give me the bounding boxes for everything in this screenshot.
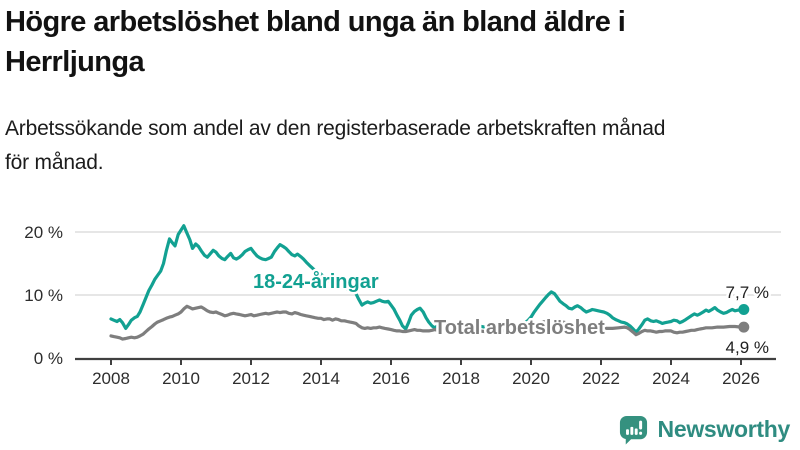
line-series-0	[109, 224, 746, 334]
x-tick-label-2010: 2010	[162, 369, 200, 388]
end-dot-series-1	[738, 321, 750, 333]
x-tick-label-2014: 2014	[302, 369, 340, 388]
end-value-label-total: 4,9 %	[726, 338, 769, 357]
chart-subtitle-line1: Arbetssökande som andel av den registerb…	[5, 117, 666, 140]
series-label-youth: 18-24-åringar	[253, 270, 379, 293]
bar-small	[625, 429, 629, 435]
chart-subtitle-line2: för månad.	[5, 151, 104, 174]
y-tick-label-10: 10 %	[24, 286, 63, 305]
bar-medium	[634, 428, 638, 435]
exclamation-dot	[638, 431, 642, 435]
newsworthy-logo[interactable]: Newsworthy	[618, 414, 790, 445]
x-tick-label-2022: 2022	[582, 369, 620, 388]
chart-subtitle: Arbetssökande som andel av den registerb…	[5, 112, 785, 180]
speech-bubble-shape	[619, 415, 647, 445]
page-title-line1: Högre arbetslöshet bland unga än bland ä…	[5, 6, 626, 38]
series-label-total: Total arbetslöshet	[434, 317, 605, 339]
x-tick-label-2018: 2018	[442, 369, 480, 388]
y-tick-label-20: 20 %	[24, 223, 63, 242]
plot-area: 2008 2010 2012 2014 2016 2018 2020 2022 2024 2026…	[24, 223, 781, 388]
newsworthy-logo-icon	[619, 415, 647, 445]
x-tick-label-2026: 2026	[722, 369, 760, 388]
page-title: Högre arbetslöshet bland unga än bland ä…	[5, 2, 750, 82]
x-tick-label-2008: 2008	[92, 369, 130, 388]
y-tick-label-0: 0 %	[34, 349, 63, 368]
bar-tall	[629, 426, 633, 435]
end-dot-series-0	[738, 303, 750, 315]
x-tick-label-2024: 2024	[652, 369, 690, 388]
end-value-label-youth: 7,7 %	[726, 283, 769, 302]
x-tick-label-2020: 2020	[512, 369, 550, 388]
line-series-1	[109, 304, 746, 341]
x-tick-label-2012: 2012	[232, 369, 270, 388]
exclamation-bar	[638, 420, 642, 430]
x-tick-label-2016: 2016	[372, 369, 410, 388]
page-title-line2: Herrljunga	[5, 46, 145, 78]
newsworthy-logo-text: Newsworthy	[657, 416, 791, 442]
